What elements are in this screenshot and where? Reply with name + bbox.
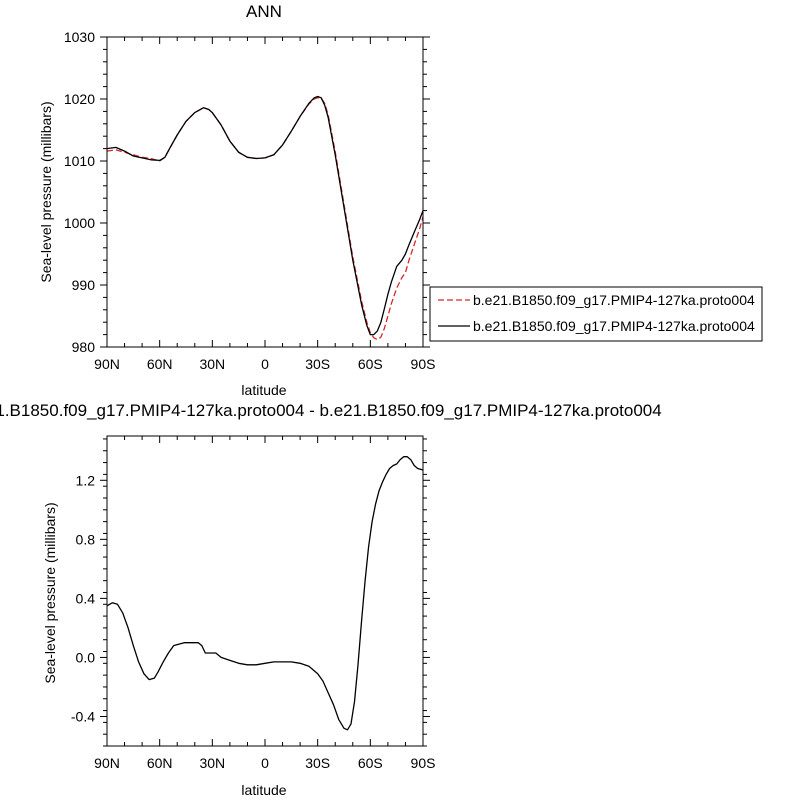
- top-x-tick-label: 30N: [199, 356, 225, 372]
- bottom-x-tick-label: 0: [261, 755, 269, 771]
- bottom-x-tick-label: 60N: [147, 755, 173, 771]
- bottom-series-line-1: [106, 456, 424, 731]
- top-x-tick-label: 90S: [411, 356, 436, 372]
- bottom-x-tick-label: 90S: [411, 755, 436, 771]
- legend-entry-1: b.e21.B1850.f09_g17.PMIP4-127ka.proto004: [473, 292, 755, 308]
- top-tick-marks: [100, 36, 430, 348]
- bottom-x-tick-label: 60S: [358, 755, 383, 771]
- legend-box: [429, 286, 763, 342]
- top-x-tick-label: 60S: [358, 356, 383, 372]
- top-y-tick-label: 1000: [64, 215, 95, 231]
- bottom-title: b.e21.B1850.f09_g17.PMIP4-127ka.proto004…: [0, 401, 662, 420]
- bottom-y-tick-label: 1.2: [76, 472, 96, 488]
- top-title: ANN: [246, 2, 282, 21]
- bottom-x-tick-labels: 90N 60N 30N 0 30S 60S 90S: [94, 755, 435, 771]
- top-y-tick-label: 980: [72, 339, 96, 355]
- top-series-lines: [106, 95, 424, 341]
- bottom-y-tick-label: 0.4: [76, 590, 96, 606]
- top-y-axis-label: Sea-level pressure (millibars): [38, 101, 54, 282]
- bottom-tick-marks: [100, 436, 430, 747]
- top-y-tick-label: 990: [72, 277, 96, 293]
- top-x-tick-label: 30S: [305, 356, 330, 372]
- bottom-x-axis-label: latitude: [241, 782, 286, 798]
- bottom-x-tick-label: 30S: [305, 755, 330, 771]
- legend-entry-2: b.e21.B1850.f09_g17.PMIP4-127ka.proto004: [473, 318, 755, 334]
- top-series-line-2: [106, 95, 424, 336]
- bottom-y-tick-labels: -0.4 0.0 0.4 0.8 1.2: [71, 472, 95, 724]
- bottom-x-tick-label: 90N: [94, 755, 120, 771]
- bottom-y-tick-label: 0.0: [76, 649, 96, 665]
- top-x-axis-label: latitude: [241, 382, 286, 398]
- bottom-x-tick-label: 30N: [199, 755, 225, 771]
- top-x-tick-label: 0: [261, 356, 269, 372]
- top-y-tick-label: 1020: [64, 91, 95, 107]
- bottom-series-lines: [106, 456, 424, 731]
- top-y-tick-label: 1010: [64, 153, 95, 169]
- top-x-tick-label: 90N: [94, 356, 120, 372]
- legend: b.e21.B1850.f09_g17.PMIP4-127ka.proto004…: [429, 286, 763, 342]
- top-x-tick-label: 60N: [147, 356, 173, 372]
- top-y-tick-labels: 980 990 1000 1010 1020 1030: [64, 29, 95, 355]
- top-series-line-1: [106, 97, 424, 341]
- top-x-tick-labels: 90N 60N 30N 0 30S 60S 90S: [94, 356, 435, 372]
- bottom-y-tick-label: 0.8: [76, 531, 96, 547]
- top-y-tick-label: 1030: [64, 29, 95, 45]
- top-plot-frame: [106, 36, 424, 348]
- bottom-plot-frame: [106, 435, 424, 747]
- bottom-y-tick-label: -0.4: [71, 708, 95, 724]
- bottom-y-axis-label: Sea-level pressure (millibars): [42, 502, 58, 683]
